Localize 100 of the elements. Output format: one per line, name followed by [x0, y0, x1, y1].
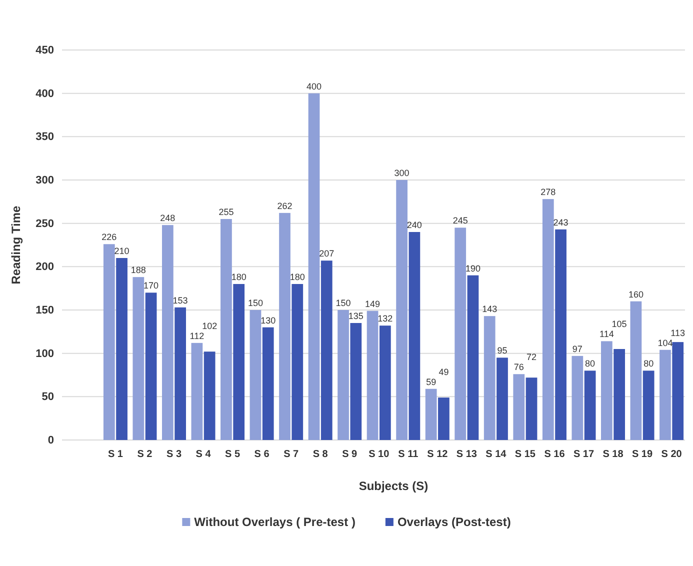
- legend-label: Without Overlays ( Pre-test ): [194, 515, 356, 529]
- data-label: 49: [438, 366, 449, 377]
- x-tick-label: S 14: [486, 449, 507, 460]
- bar: [496, 358, 508, 440]
- data-label: 76: [514, 362, 524, 372]
- data-label: 150: [336, 298, 351, 308]
- x-tick-label: S 7: [284, 449, 300, 460]
- data-label: 149: [365, 298, 380, 309]
- x-tick-label: S 2: [137, 449, 153, 460]
- y-tick-label: 50: [42, 391, 54, 404]
- bar: [630, 301, 642, 440]
- data-label: 132: [378, 314, 393, 324]
- x-tick-label: S 20: [661, 449, 682, 460]
- data-label: 72: [526, 352, 537, 362]
- bar: [308, 93, 320, 440]
- data-label: 104: [658, 338, 673, 348]
- bar: [467, 275, 479, 440]
- bar: [380, 326, 391, 440]
- x-tick-label: S 19: [632, 449, 653, 460]
- bar: [103, 244, 115, 440]
- bar: [484, 316, 496, 440]
- bar: [338, 310, 349, 440]
- bar: [233, 284, 245, 440]
- x-tick-label: S 5: [225, 449, 240, 460]
- data-label: 135: [348, 311, 364, 321]
- data-label: 240: [406, 220, 422, 230]
- data-label: 210: [114, 246, 130, 256]
- bar: [116, 258, 128, 440]
- y-tick-label: 450: [36, 44, 54, 57]
- bar: [132, 277, 144, 440]
- data-label: 255: [218, 207, 234, 217]
- data-label: 180: [290, 272, 305, 282]
- bar: [584, 370, 596, 440]
- bar: [145, 292, 157, 440]
- data-label: 188: [130, 265, 146, 276]
- bar: [526, 378, 538, 440]
- data-label: 207: [319, 248, 334, 259]
- data-label: 150: [248, 298, 263, 308]
- data-label: 180: [231, 272, 246, 282]
- x-tick-label: S 17: [573, 449, 594, 460]
- x-tick-label: S 8: [312, 449, 328, 460]
- data-label: 248: [160, 213, 176, 224]
- bar: [250, 310, 262, 440]
- y-tick-label: 350: [36, 131, 54, 144]
- data-label: 400: [306, 81, 322, 92]
- bar: [660, 350, 671, 440]
- bar: [438, 398, 450, 440]
- x-tick-label: S 12: [427, 449, 448, 460]
- x-tick-label: S 16: [544, 449, 566, 460]
- y-tick-label: 200: [36, 261, 54, 274]
- data-label: 97: [572, 344, 582, 354]
- y-tick-label: 150: [36, 304, 54, 317]
- x-tick-label: S 10: [368, 449, 390, 460]
- bar: [366, 310, 378, 440]
- bar: [350, 323, 362, 440]
- bar: [672, 342, 684, 440]
- bar: [320, 260, 332, 440]
- x-axis-title: Subjects (S): [358, 479, 428, 493]
- legend-label: Overlays (Post-test): [397, 515, 511, 529]
- data-label: 113: [670, 328, 686, 338]
- bar: [642, 370, 654, 440]
- data-label: 143: [482, 304, 498, 314]
- y-tick-label: 0: [48, 434, 54, 447]
- data-label: 95: [497, 346, 508, 356]
- bar: [174, 307, 186, 440]
- y-tick-label: 400: [36, 88, 54, 100]
- y-tick-label: 300: [36, 174, 54, 187]
- bar: [279, 212, 290, 440]
- data-label: 262: [277, 200, 292, 211]
- bar: [292, 284, 304, 440]
- bar: [425, 388, 437, 440]
- bar: [555, 229, 566, 440]
- bar: [614, 349, 626, 440]
- bar: [542, 199, 554, 440]
- bar: [220, 219, 232, 440]
- x-tick-label: S 18: [602, 449, 624, 460]
- data-label: 102: [202, 320, 218, 331]
- data-label: 243: [553, 217, 568, 228]
- data-label: 160: [628, 289, 644, 300]
- data-label: 245: [452, 216, 468, 226]
- x-tick-label: S 4: [196, 449, 212, 460]
- x-tick-label: S 11: [398, 449, 419, 460]
- x-tick-label: S 6: [254, 449, 270, 460]
- x-tick-label: S 3: [166, 449, 182, 460]
- y-tick-label: 250: [36, 218, 54, 230]
- data-label: 59: [426, 376, 436, 387]
- bar: [191, 342, 203, 440]
- data-label: 170: [144, 280, 159, 291]
- data-label: 80: [644, 358, 654, 369]
- bar: [601, 341, 612, 440]
- bar: [454, 228, 466, 440]
- data-label: 112: [190, 330, 204, 341]
- bar: [572, 356, 584, 440]
- data-label: 114: [600, 329, 614, 340]
- data-label: 226: [102, 232, 117, 242]
- x-tick-label: S 13: [456, 449, 478, 460]
- data-label: 105: [612, 319, 627, 330]
- x-tick-label: S 9: [342, 449, 358, 460]
- bar: [262, 327, 274, 440]
- bar: [513, 374, 525, 440]
